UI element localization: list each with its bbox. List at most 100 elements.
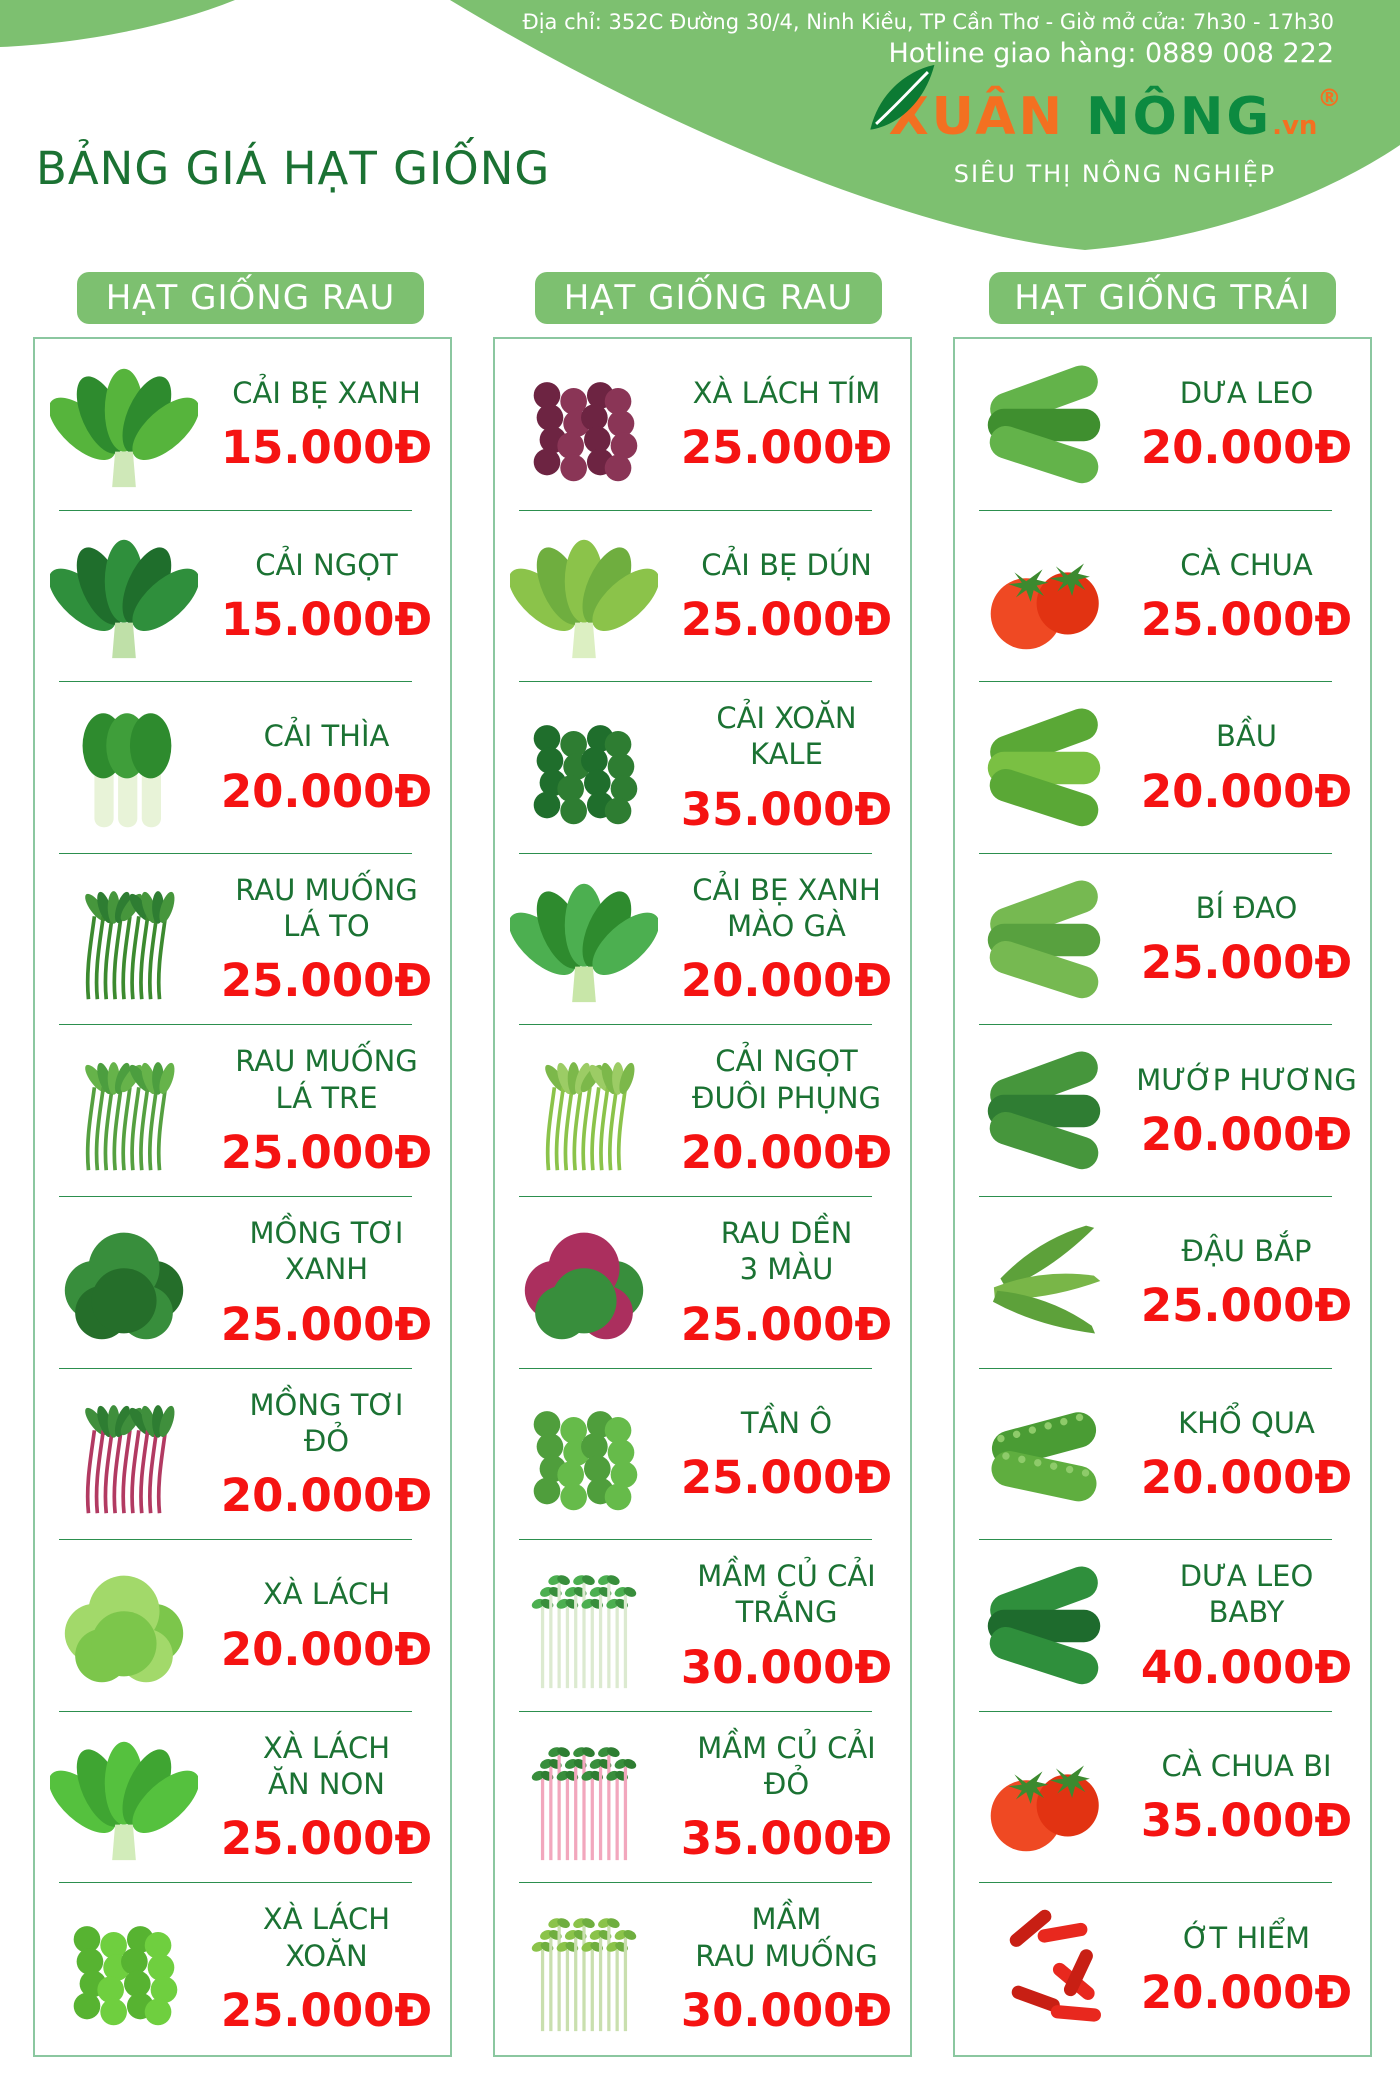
product-text: CẢI BẸ DÚN 25.000Đ (673, 547, 910, 646)
product-image (955, 1895, 1133, 2043)
product-row: CÀ CHUA BI 35.000Đ (955, 1712, 1370, 1884)
product-image (495, 1552, 673, 1700)
product-row: CẢI XOĂN KALE 35.000Đ (495, 682, 910, 854)
product-row: XÀ LÁCH TÍM 25.000Đ (495, 339, 910, 511)
product-row: CÀ CHUA 25.000Đ (955, 511, 1370, 683)
product-text: CẢI THÌA 20.000Đ (213, 718, 450, 817)
product-price: 35.000Đ (1140, 1794, 1353, 1848)
product-image (495, 1380, 673, 1528)
product-price: 25.000Đ (1140, 1279, 1353, 1333)
product-price: 20.000Đ (1140, 1450, 1353, 1504)
product-name: XÀ LÁCH (262, 1577, 391, 1612)
product-row: MƯỚP HƯƠNG 20.000Đ (955, 1025, 1370, 1197)
product-price: 20.000Đ (1140, 1965, 1353, 2019)
product-price: 15.000Đ (220, 593, 433, 647)
product-image (35, 1037, 213, 1185)
product-price: 20.000Đ (220, 1469, 433, 1523)
product-name: TẦN Ô (740, 1405, 833, 1440)
product-price: 25.000Đ (220, 954, 433, 1008)
product-text: XÀ LÁCH 20.000Đ (213, 1576, 450, 1675)
product-image (955, 522, 1133, 670)
product-row: RAU MUỐNG LÁ TRE 25.000Đ (35, 1025, 450, 1197)
product-row: XÀ LÁCH XOĂN 25.000Đ (35, 1883, 450, 2055)
product-row: BÍ ĐAO 25.000Đ (955, 854, 1370, 1026)
brand-word-2: NÔNG (1065, 87, 1273, 147)
product-name: CẢI BẸ DÚN (701, 547, 872, 582)
product-row: ĐẬU BẮP 25.000Đ (955, 1197, 1370, 1369)
product-row: MỒNG TƠI ĐỎ 20.000Đ (35, 1369, 450, 1541)
product-text: CẢI NGỌT 15.000Đ (213, 547, 450, 646)
product-image (35, 351, 213, 499)
product-text: CẢI NGỌT ĐUÔI PHỤNG 20.000Đ (673, 1043, 910, 1179)
product-text: MẦM CỦ CẢI ĐỎ 35.000Đ (673, 1730, 910, 1866)
product-text: RAU MUỐNG LÁ TRE 25.000Đ (213, 1043, 450, 1179)
product-price: 15.000Đ (220, 421, 433, 475)
product-row: MẦM CỦ CẢI ĐỎ 35.000Đ (495, 1712, 910, 1884)
header-banner (0, 0, 1400, 250)
product-text: BẦU 20.000Đ (1133, 718, 1370, 817)
product-price: 25.000Đ (680, 1450, 893, 1504)
product-name: XÀ LÁCH ĂN NON (262, 1730, 391, 1802)
product-text: BÍ ĐAO 25.000Đ (1133, 890, 1370, 989)
product-text: MẦM CỦ CẢI TRẮNG 30.000Đ (673, 1558, 910, 1694)
product-text: ỚT HIỂM 20.000Đ (1133, 1920, 1370, 2019)
product-price: 25.000Đ (220, 1125, 433, 1179)
product-price: 25.000Đ (1140, 593, 1353, 647)
product-name: DƯA LEO (1179, 376, 1314, 411)
product-image (955, 866, 1133, 1014)
product-image (35, 1552, 213, 1700)
product-price: 25.000Đ (680, 421, 893, 475)
product-price: 25.000Đ (220, 1983, 433, 2037)
product-image (35, 1724, 213, 1872)
product-name: KHỔ QUA (1178, 1405, 1315, 1440)
product-image (35, 1895, 213, 2043)
product-row: XÀ LÁCH ĂN NON 25.000Đ (35, 1712, 450, 1884)
product-text: KHỔ QUA 20.000Đ (1133, 1405, 1370, 1504)
product-price: 20.000Đ (680, 1125, 893, 1179)
product-image (955, 1037, 1133, 1185)
product-image (495, 694, 673, 842)
product-image (495, 1895, 673, 2043)
product-image (35, 866, 213, 1014)
product-text: MỒNG TƠI XANH 25.000Đ (213, 1215, 450, 1351)
product-row: CẢI THÌA 20.000Đ (35, 682, 450, 854)
product-price: 30.000Đ (680, 1983, 893, 2037)
product-name: MẦM CỦ CẢI ĐỎ (697, 1730, 876, 1802)
product-text: CẢI BẸ XANH 15.000Đ (213, 375, 450, 474)
product-image (495, 1724, 673, 1872)
product-image (495, 1037, 673, 1185)
product-price: 20.000Đ (680, 954, 893, 1008)
product-text: RAU MUỐNG LÁ TO 25.000Đ (213, 872, 450, 1008)
product-text: MẦM RAU MUỐNG 30.000Đ (673, 1901, 910, 2037)
product-image (35, 694, 213, 842)
brand-suffix: .vn (1272, 111, 1318, 141)
product-name: XÀ LÁCH TÍM (692, 376, 881, 411)
product-name: MẦM RAU MUỐNG (695, 1902, 878, 1973)
product-text: CẢI XOĂN KALE 35.000Đ (673, 700, 910, 836)
registered-mark-icon: ® (1317, 84, 1342, 112)
product-name: BẦU (1216, 719, 1277, 754)
product-image (955, 1552, 1133, 1700)
product-image (955, 351, 1133, 499)
product-price: 20.000Đ (1140, 1107, 1353, 1161)
product-text: DƯA LEO 20.000Đ (1133, 375, 1370, 474)
products-column-2: XÀ LÁCH TÍM 25.000Đ CẢI BẸ DÚN 25.000Đ CẢI X… (493, 337, 912, 2057)
product-name: RAU MUỐNG LÁ TRE (235, 1044, 418, 1115)
product-price: 20.000Đ (1140, 421, 1353, 475)
product-price: 25.000Đ (220, 1297, 433, 1351)
product-text: CÀ CHUA 25.000Đ (1133, 547, 1370, 646)
product-image (495, 1209, 673, 1357)
product-price: 40.000Đ (1140, 1640, 1353, 1694)
product-name: ỚT HIỂM (1182, 1920, 1311, 1955)
product-image (495, 351, 673, 499)
product-row: CẢI BẸ XANH MÀO GÀ 20.000Đ (495, 854, 910, 1026)
product-text: MỒNG TƠI ĐỎ 20.000Đ (213, 1387, 450, 1523)
product-text: DƯA LEO BABY 40.000Đ (1133, 1558, 1370, 1694)
product-image (35, 1209, 213, 1357)
product-row: XÀ LÁCH 20.000Đ (35, 1540, 450, 1712)
product-row: RAU MUỐNG LÁ TO 25.000Đ (35, 854, 450, 1026)
column-header-2: HẠT GIỐNG RAU (535, 272, 882, 324)
product-price: 35.000Đ (680, 782, 893, 836)
product-image (495, 522, 673, 670)
product-row: MẦM RAU MUỐNG 30.000Đ (495, 1883, 910, 2055)
